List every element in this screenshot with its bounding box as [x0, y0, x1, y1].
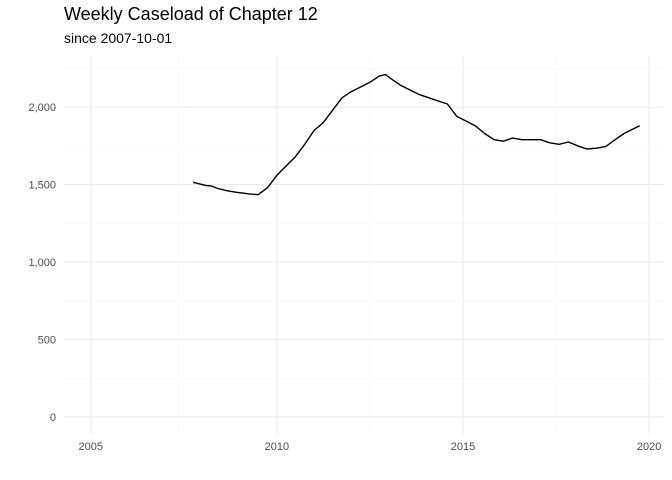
x-axis-tick-labels: 2005 2010 2015 2020	[79, 441, 662, 453]
series-line	[192, 73, 641, 196]
minor-gridlines	[64, 56, 664, 434]
series-layer	[192, 73, 641, 196]
y-tick-label: 1,500	[28, 180, 56, 192]
y-tick-label: 1,000	[28, 257, 56, 269]
x-tick-label: 2015	[451, 441, 475, 453]
y-tick-label: 2,000	[28, 102, 56, 114]
y-axis-tick-labels: 0 500 1,000 1,500 2,000	[28, 102, 56, 424]
chart-title: Weekly Caseload of Chapter 12	[64, 4, 318, 24]
y-tick-label: 0	[50, 412, 56, 424]
x-tick-label: 2020	[637, 441, 661, 453]
x-tick-label: 2010	[265, 441, 289, 453]
chart-subtitle: since 2007-10-01	[64, 30, 173, 46]
x-tick-label: 2005	[79, 441, 103, 453]
y-tick-label: 500	[38, 335, 56, 347]
major-gridlines	[64, 56, 664, 434]
